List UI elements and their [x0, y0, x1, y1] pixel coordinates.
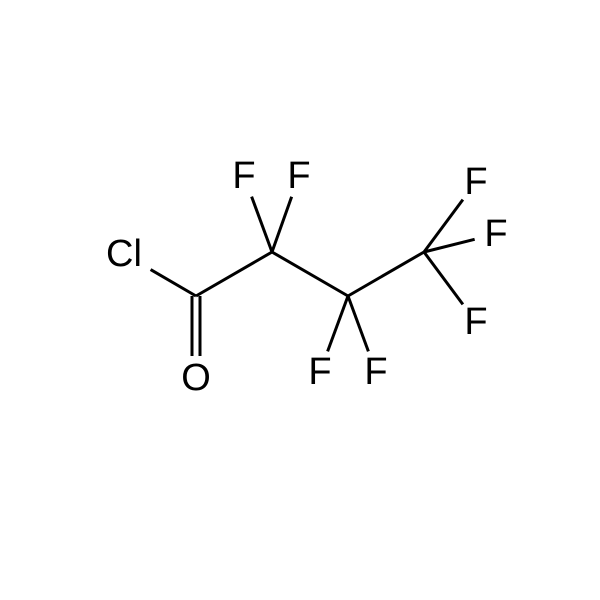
bond [348, 252, 424, 296]
bond [424, 252, 463, 304]
bond [151, 270, 196, 296]
atom-label: F [232, 155, 255, 197]
atom-label: F [287, 155, 310, 197]
atom-label: F [308, 351, 331, 393]
atom-label: Cl [106, 233, 142, 275]
bond [348, 296, 368, 351]
atom-label: F [464, 301, 487, 343]
bond [252, 197, 272, 252]
bond [196, 252, 272, 296]
chemical-structure: ClOFFFFFFF [0, 0, 600, 600]
atom-label: F [464, 161, 487, 203]
bond [272, 197, 292, 252]
atom-label: F [364, 351, 387, 393]
atom-label: F [484, 213, 507, 255]
bond [328, 296, 348, 351]
atom-label: O [181, 357, 211, 399]
bond [272, 252, 348, 296]
